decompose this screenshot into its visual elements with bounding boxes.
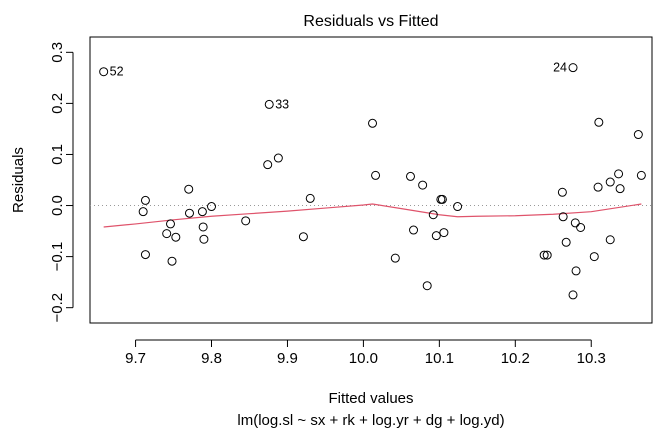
model-formula-subtitle: lm(log.sl ~ sx + rk + log.yr + dg + log.…: [237, 412, 504, 429]
labeled-data-point: [99, 67, 109, 77]
data-point: [539, 250, 549, 260]
y-tick-label: −0.2: [49, 293, 66, 323]
point-label: 52: [110, 65, 124, 79]
x-axis: 9.7 9.8 9.9 10.0 10.1 10.2 10.3: [125, 339, 606, 367]
x-tick-label: 9.8: [201, 350, 222, 367]
point-label: 24: [553, 61, 567, 75]
x-tick-label: 9.7: [125, 350, 146, 367]
data-point: [615, 184, 625, 194]
data-point: [405, 171, 415, 181]
data-point: [207, 202, 217, 212]
data-point: [439, 228, 449, 238]
lowess-smooth-line: [103, 203, 642, 228]
data-point: [453, 202, 463, 212]
data-point: [263, 160, 273, 170]
data-point: [437, 194, 447, 204]
y-tick-label: 0.1: [49, 144, 66, 165]
data-point: [594, 117, 604, 127]
data-point: [418, 180, 428, 190]
labeled-data-point: [264, 99, 274, 109]
data-point: [431, 231, 441, 241]
data-point: [199, 234, 209, 244]
data-point: [568, 290, 578, 300]
data-point: [605, 235, 615, 245]
point-label: 33: [275, 97, 289, 111]
data-point: [298, 232, 308, 242]
data-point: [166, 219, 176, 229]
y-tick-label: −0.1: [49, 242, 66, 272]
y-axis-label: Residuals: [10, 147, 27, 213]
data-point: [561, 237, 571, 247]
data-point: [589, 252, 599, 262]
chart-title: Residuals vs Fitted: [303, 13, 438, 30]
x-axis-label: Fitted values: [328, 390, 413, 407]
data-point: [558, 212, 568, 222]
data-point: [138, 207, 148, 217]
x-tick-label: 10.2: [501, 350, 530, 367]
data-point: [605, 177, 615, 187]
data-point: [273, 153, 283, 163]
data-point: [162, 229, 172, 239]
data-point: [171, 232, 181, 242]
data-point: [636, 170, 646, 180]
y-tick-label: 0.2: [49, 93, 66, 114]
plot-frame: [89, 36, 653, 324]
outlier-point-labels: 52 33 24: [99, 61, 578, 111]
y-tick-label: 0.0: [49, 195, 66, 216]
data-point: [633, 130, 643, 140]
data-point: [570, 218, 580, 228]
data-point: [542, 250, 552, 260]
data-point: [184, 208, 194, 218]
data-point: [140, 250, 150, 260]
x-tick-label: 10.3: [577, 350, 606, 367]
data-point: [390, 253, 400, 263]
y-tick-label: 0.3: [49, 42, 66, 63]
data-point: [371, 170, 381, 180]
data-point: [593, 182, 603, 192]
data-point: [198, 222, 208, 232]
data-point: [614, 169, 624, 179]
x-tick-label: 10.0: [349, 350, 378, 367]
x-tick-label: 9.9: [277, 350, 298, 367]
data-point: [409, 225, 419, 235]
data-point: [184, 184, 194, 194]
data-point: [368, 118, 378, 128]
labeled-data-point: [568, 63, 578, 73]
data-point: [305, 193, 315, 203]
data-point: [197, 207, 207, 217]
data-points: [138, 117, 646, 300]
data-point: [167, 256, 177, 266]
data-point: [428, 210, 438, 220]
data-point: [571, 266, 581, 276]
data-point: [576, 222, 586, 232]
data-point: [140, 195, 150, 205]
data-point: [422, 281, 432, 291]
y-axis: −0.2 −0.1 0.0 0.1 0.2 0.3: [49, 42, 74, 323]
data-point: [241, 216, 251, 226]
x-tick-label: 10.1: [425, 350, 454, 367]
data-point: [557, 187, 567, 197]
